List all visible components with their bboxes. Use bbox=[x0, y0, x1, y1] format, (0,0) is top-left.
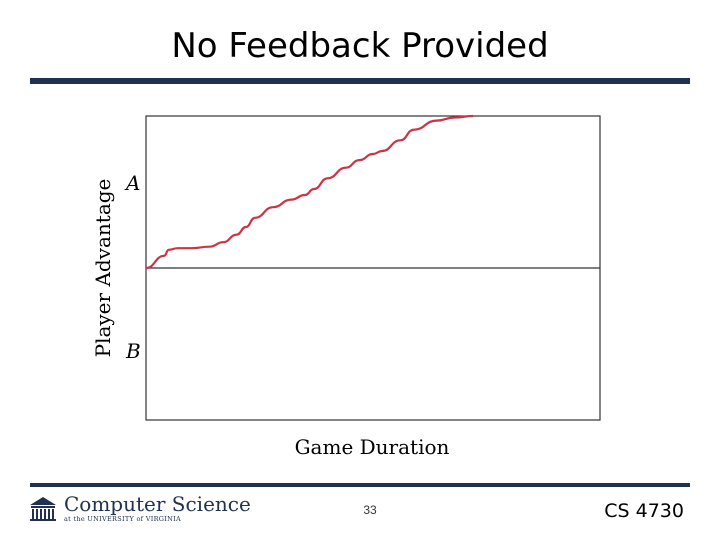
x-axis-label: Game Duration bbox=[295, 435, 450, 459]
course-code: CS 4730 bbox=[604, 500, 684, 522]
logo-main-text: Computer Science bbox=[64, 491, 251, 516]
series-line bbox=[145, 114, 473, 270]
slide-title: No Feedback Provided bbox=[171, 26, 549, 66]
y-tick-label-b: B bbox=[125, 339, 141, 363]
page-number: 33 bbox=[363, 503, 377, 517]
logo-sub-text: at the UNIVERSITY of VIRGINIA bbox=[64, 514, 181, 523]
footer-divider bbox=[30, 483, 690, 487]
y-tick-label-a: A bbox=[124, 171, 140, 195]
logo: Computer Science at the UNIVERSITY of VI… bbox=[28, 493, 251, 523]
rotunda-icon bbox=[30, 497, 56, 521]
title-divider bbox=[30, 78, 690, 84]
y-axis-label: Player Advantage bbox=[91, 179, 115, 358]
